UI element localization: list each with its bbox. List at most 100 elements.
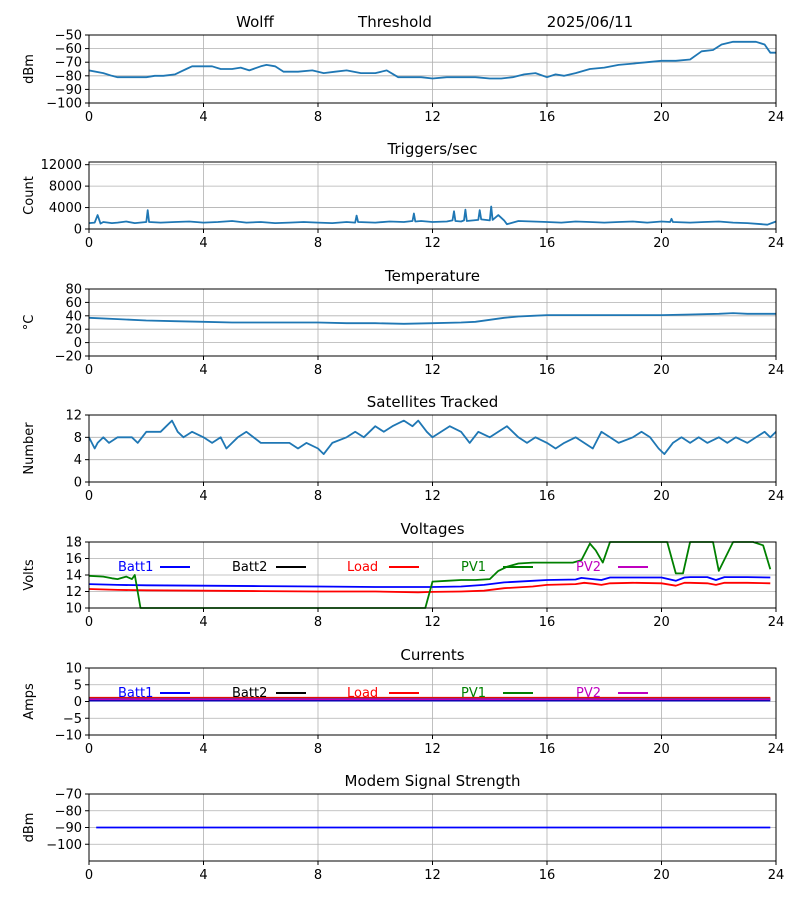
triggers-x-tick-label: 0 — [85, 236, 93, 251]
voltages-x-tick-label: 12 — [424, 615, 441, 630]
satellites-panel: 0 4 8 12 16 20 24 0 4 8 12 Satellites Tracked Number — [22, 393, 784, 504]
currents-legend-pv1-label: PV1 — [461, 686, 486, 701]
voltages-y-tick-label: 12 — [65, 585, 82, 600]
voltages-x-tick-label: 4 — [199, 615, 207, 630]
satellites-series-line — [89, 419, 776, 456]
triggers-x-tick-label: 8 — [314, 236, 322, 251]
voltages-y-tick-label: 10 — [65, 602, 82, 617]
voltages-x-tick-label: 20 — [653, 615, 670, 630]
satellites-x-tick-label: 8 — [314, 489, 322, 504]
triggers-x-tick-label: 12 — [424, 236, 441, 251]
temperature-y-tick-label: 80 — [65, 283, 82, 298]
currents-x-tick-label: 12 — [424, 742, 441, 757]
currents-y-tick-label: 10 — [65, 662, 82, 677]
threshold-x-tick-label: 8 — [314, 110, 322, 125]
temperature-x-tick-label: 24 — [768, 363, 785, 378]
currents-legend-batt2-label: Batt2 — [232, 686, 267, 701]
satellites-x-tick-label: 20 — [653, 489, 670, 504]
voltages-y-tick-label: 14 — [65, 569, 82, 584]
triggers-y-axis-label: Count — [22, 176, 37, 215]
modem-title: Modem Signal Strength — [345, 772, 521, 790]
currents-legend-batt1-label: Batt1 — [118, 686, 153, 701]
station-name: Wolff — [236, 13, 274, 31]
threshold-y-tick-label: −100 — [46, 97, 82, 112]
triggers-x-tick-label: 24 — [768, 236, 785, 251]
currents-x-tick-label: 0 — [85, 742, 93, 757]
currents-y-tick-label: 0 — [74, 695, 82, 710]
currents-y-axis-label: Amps — [22, 683, 37, 720]
threshold-panel: 0 4 8 12 16 20 24 −100−90−80−70−60−50 dBm — [22, 29, 784, 126]
threshold-y-tick-label: −70 — [55, 56, 82, 71]
temperature-x-tick-label: 0 — [85, 363, 93, 378]
triggers-series-line — [89, 205, 776, 226]
threshold-x-tick-label: 12 — [424, 110, 441, 125]
voltages-legend-pv1-label: PV1 — [461, 560, 486, 575]
voltages-title: Voltages — [400, 520, 464, 538]
temperature-x-tick-label: 4 — [199, 363, 207, 378]
voltages-x-tick-label: 8 — [314, 615, 322, 630]
satellites-y-tick-label: 8 — [74, 431, 82, 446]
temperature-series-line — [89, 312, 776, 325]
satellites-y-axis-label: Number — [22, 422, 37, 475]
currents-y-tick-label: 5 — [74, 678, 82, 693]
threshold-y-tick-label: −80 — [55, 69, 82, 84]
threshold-y-tick-label: −90 — [55, 83, 82, 98]
temperature-y-tick-label: 40 — [65, 309, 82, 324]
modem-x-tick-label: 4 — [199, 868, 207, 883]
voltages-y-tick-label: 16 — [65, 552, 82, 567]
modem-x-tick-label: 12 — [424, 868, 441, 883]
modem-y-tick-label: −70 — [55, 788, 82, 803]
threshold-title: Threshold — [357, 13, 432, 31]
temperature-y-axis-label: °C — [22, 315, 37, 331]
currents-legend-pv2-label: PV2 — [576, 686, 601, 701]
modem-panel: 0 4 8 12 16 20 24 −100 −90 −80−70 Modem Signal Str… — [22, 772, 784, 883]
threshold-x-tick-label: 24 — [768, 110, 785, 125]
currents-x-tick-label: 20 — [653, 742, 670, 757]
threshold-y-tick-label: −50 — [55, 29, 82, 44]
modem-x-tick-label: 20 — [653, 868, 670, 883]
satellites-y-tick-label: 12 — [65, 409, 82, 424]
temperature-x-tick-label: 8 — [314, 363, 322, 378]
currents-y-tick-label: −10 — [55, 729, 82, 744]
voltages-legend-batt2-label: Batt2 — [232, 560, 267, 575]
satellites-x-tick-label: 24 — [768, 489, 785, 504]
satellites-title: Satellites Tracked — [367, 393, 498, 411]
triggers-y-tick-label: 4000 — [49, 201, 82, 216]
currents-y-tick-label: −5 — [63, 712, 82, 727]
modem-x-tick-label: 0 — [85, 868, 93, 883]
currents-x-tick-label: 8 — [314, 742, 322, 757]
triggers-y-tick-label: 12000 — [41, 158, 82, 173]
voltages-x-tick-label: 24 — [768, 615, 785, 630]
voltages-load-line — [89, 581, 771, 594]
modem-y-axis-label: dBm — [22, 813, 37, 843]
modem-x-tick-label: 8 — [314, 868, 322, 883]
satellites-y-tick-label: 4 — [74, 453, 82, 468]
voltages-batt1-line — [89, 576, 771, 588]
threshold-series-line — [89, 40, 776, 80]
currents-x-tick-label: 4 — [199, 742, 207, 757]
satellites-x-tick-label: 16 — [539, 489, 556, 504]
temperature-x-tick-label: 20 — [653, 363, 670, 378]
triggers-x-tick-label: 20 — [653, 236, 670, 251]
voltages-y-axis-label: Volts — [22, 559, 37, 591]
temperature-y-tick-label: 20 — [65, 323, 82, 338]
temperature-y-tick-label: 0 — [74, 336, 82, 351]
temperature-y-tick-label: −20 — [55, 350, 82, 365]
currents-title: Currents — [400, 646, 464, 664]
threshold-x-tick-label: 16 — [539, 110, 556, 125]
currents-x-tick-label: 16 — [539, 742, 556, 757]
modem-x-tick-label: 24 — [768, 868, 785, 883]
voltages-legend-batt1-label: Batt1 — [118, 560, 153, 575]
triggers-y-tick-label: 8000 — [49, 180, 82, 195]
currents-x-tick-label: 24 — [768, 742, 785, 757]
satellites-x-tick-label: 4 — [199, 489, 207, 504]
modem-y-tick-label: −90 — [55, 821, 82, 836]
currents-legend-load-label: Load — [347, 686, 378, 701]
satellites-x-tick-label: 0 — [85, 489, 93, 504]
triggers-y-tick-label: 0 — [74, 223, 82, 238]
